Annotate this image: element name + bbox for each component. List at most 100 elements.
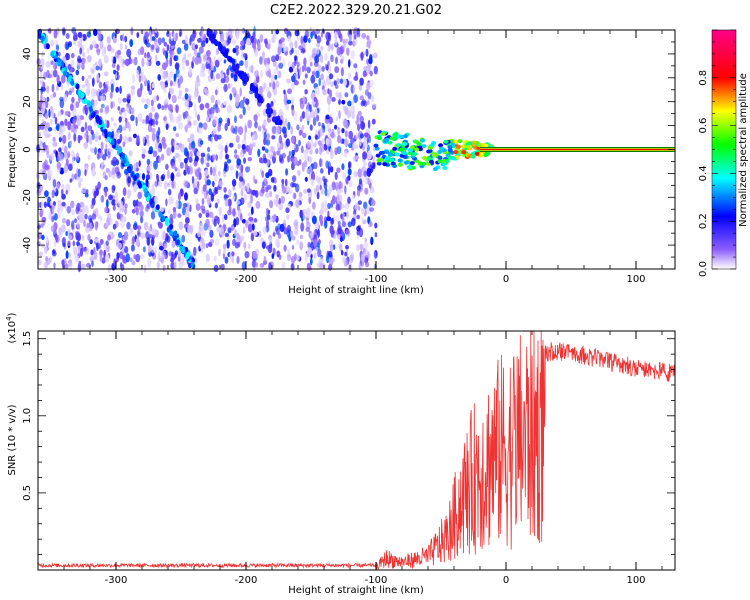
spectrogram-cell — [89, 147, 95, 153]
spectrogram-cell — [278, 55, 282, 61]
spectrogram-cell — [281, 152, 286, 159]
spectrogram-cell — [373, 249, 378, 259]
spectrogram-cell — [61, 201, 66, 207]
spectrogram-cell — [357, 168, 362, 178]
spectrogram-cell — [197, 114, 200, 122]
spectrogram-cell — [206, 59, 210, 65]
spectrogram-streak-cell — [214, 40, 219, 47]
spectrogram-cell — [301, 145, 304, 154]
spectrogram-cell — [218, 180, 223, 188]
spectrogram-cell — [167, 209, 171, 214]
spectrogram-cell — [344, 185, 347, 195]
spectrogram-cell — [158, 251, 161, 261]
spectrogram-cell — [162, 230, 166, 240]
spectrogram-cell — [257, 43, 262, 49]
spectrogram-cell — [87, 74, 92, 80]
spectrogram-cell — [301, 65, 305, 73]
spectrogram-cell — [89, 222, 93, 232]
y-tick-label: 0.5 — [22, 485, 33, 501]
spectrogram-cell — [190, 141, 196, 149]
spectrogram-cell — [341, 163, 345, 171]
spectrogram-cell — [133, 184, 137, 193]
spectrogram-cell — [224, 163, 229, 172]
spectrogram-cell — [232, 238, 236, 246]
spectrogram-streak-cell — [186, 251, 191, 258]
spectrogram-cell — [331, 97, 336, 102]
spectrogram-cell — [247, 166, 251, 172]
spectrogram-cell — [296, 254, 300, 261]
spectrogram-cell — [195, 198, 199, 204]
spectrogram-cell — [337, 126, 341, 136]
spectrogram-cell — [173, 261, 177, 269]
spectrogram-cell — [300, 35, 304, 45]
spectrogram-cell — [52, 179, 57, 188]
spectrogram-cell — [320, 188, 324, 195]
spectrogram-cell — [301, 124, 305, 130]
spectrogram-cell — [92, 167, 96, 177]
spectrogram-cell — [222, 252, 226, 260]
spectrogram-cell — [59, 230, 63, 238]
snr-x-label: Height of straight line (km) — [288, 585, 424, 596]
spectrogram-signal-cell — [483, 143, 489, 148]
spectrogram-cell — [135, 161, 139, 169]
spectrogram-cell — [364, 89, 369, 96]
spectrogram-cell — [86, 82, 91, 90]
spectrogram-cell — [112, 156, 118, 164]
spectrogram-cell — [290, 255, 296, 265]
spectrogram-cell — [320, 168, 324, 174]
spectrogram-cell — [147, 149, 153, 155]
spectrogram-cell — [286, 99, 292, 105]
spectrogram-cell — [198, 56, 202, 64]
spectrogram-cell — [307, 188, 311, 193]
spectrogram-cell — [323, 207, 328, 213]
spectrogram-cell — [231, 251, 235, 257]
colorbar-label: Normalized spectral amplitude — [738, 73, 749, 227]
spectrogram-signal-cell — [444, 159, 450, 164]
spectrogram-cell — [193, 246, 197, 256]
spectrogram-cell — [55, 183, 61, 190]
spectrogram-cell — [193, 187, 198, 195]
spectrogram-cell — [326, 189, 331, 196]
spectrogram-cell — [207, 199, 211, 205]
spectrogram-y-label: Frequency (Hz) — [7, 112, 18, 188]
spectrogram-streak-cell — [244, 76, 249, 83]
spectrogram-cell — [361, 32, 367, 39]
spectrogram-cell — [193, 160, 198, 167]
spectrogram-cell — [124, 35, 128, 43]
spectrogram-cell — [148, 226, 152, 234]
spectrogram-cell — [153, 160, 158, 170]
spectrogram-streak-cell — [266, 102, 271, 109]
spectrogram-cell — [49, 152, 55, 161]
spectrogram-cell — [362, 72, 368, 77]
spectrogram-signal-cell — [485, 151, 491, 156]
spectrogram-cell — [371, 161, 375, 169]
spectrogram-cell — [174, 167, 178, 172]
spectrogram-cell — [104, 107, 109, 115]
spectrogram-streak-cell — [158, 211, 163, 218]
spectrogram-cell — [211, 113, 214, 120]
spectrogram-cell — [347, 168, 352, 176]
spectrogram-cell — [80, 189, 84, 195]
spectrogram-cell — [135, 70, 140, 79]
spectrogram-cell — [312, 116, 317, 126]
spectrogram-cell — [84, 213, 88, 220]
spectrogram-cell — [344, 130, 348, 137]
spectrogram-signal-cell — [461, 150, 467, 155]
spectrogram-cell — [126, 104, 131, 114]
spectrogram-cell — [174, 250, 179, 256]
spectrogram-cell — [239, 197, 245, 205]
spectrogram-cell — [247, 223, 253, 233]
spectrogram-cell — [261, 146, 266, 151]
spectrogram-cell — [189, 164, 192, 174]
spectrogram-cell — [310, 179, 315, 187]
spectrogram-cell — [308, 135, 312, 140]
spectrogram-cell — [204, 169, 209, 177]
spectrogram-cell — [367, 99, 370, 106]
spectrogram-cell — [76, 241, 80, 247]
spectrogram-cell — [196, 75, 200, 83]
spectrogram-cell — [150, 106, 155, 113]
spectrogram-cell — [263, 83, 267, 89]
spectrogram-cell — [306, 217, 309, 224]
spectrogram-cell — [151, 83, 155, 89]
spectrogram-cell — [70, 124, 74, 133]
